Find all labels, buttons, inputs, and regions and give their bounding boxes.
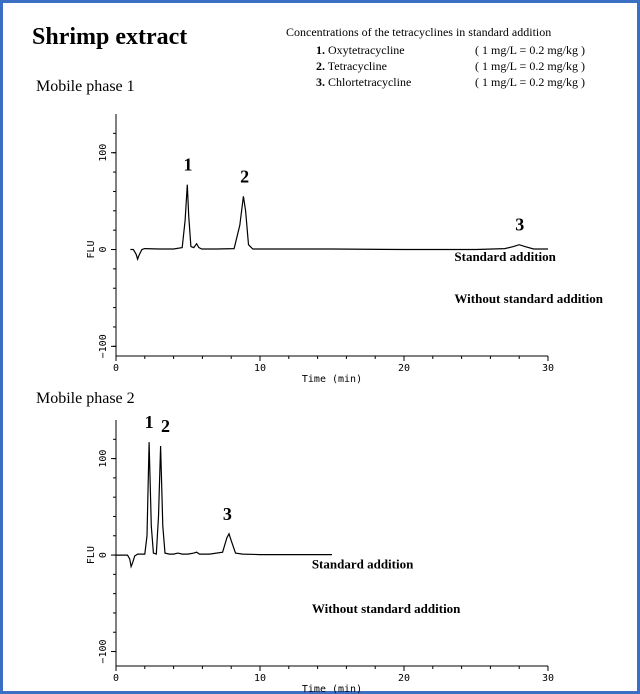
x-tick-label: 10 [254, 673, 266, 684]
x-tick-label: 0 [113, 363, 119, 374]
without-standard-addition-label: Without standard addition [312, 601, 461, 616]
x-axis-label: Time (min) [302, 684, 362, 694]
legend-compound: Oxytetracycline [328, 43, 405, 57]
peak-label-1: 1 [145, 412, 154, 432]
x-axis-label: Time (min) [302, 374, 362, 385]
figure-title: Shrimp extract [32, 24, 188, 50]
y-tick-label: −100 [98, 334, 109, 358]
x-tick-label: 30 [542, 673, 554, 684]
legend-number: 2. [316, 59, 325, 73]
y-tick-label: 100 [98, 144, 109, 162]
peak-label-3: 3 [223, 504, 232, 524]
y-tick-label: −100 [98, 639, 109, 663]
panel-label-mobile-phase-2: Mobile phase 2 [36, 390, 135, 407]
y-tick-label: 0 [98, 552, 109, 558]
standard-addition-label: Standard addition [454, 249, 556, 264]
legend-number: 3. [316, 75, 325, 89]
chromatogram-trace [116, 442, 332, 569]
without-standard-addition-label: Without standard addition [454, 291, 603, 306]
peak-label-1: 1 [184, 155, 193, 175]
standard-addition-label: Standard addition [312, 557, 414, 572]
peak-label-2: 2 [240, 166, 249, 186]
legend-concentration: ( 1 mg/L = 0.2 mg/kg ) [475, 43, 585, 57]
legend-compound: Tetracycline [327, 59, 387, 73]
chromatogram-trace [130, 184, 548, 262]
y-axis-label: FLU [86, 546, 97, 564]
peak-label-3: 3 [515, 215, 524, 235]
y-axis-label: FLU [86, 240, 97, 258]
x-tick-label: 10 [254, 363, 266, 374]
y-tick-label: 100 [98, 450, 109, 468]
legend-concentration: ( 1 mg/L = 0.2 mg/kg ) [475, 75, 585, 89]
panel-label-mobile-phase-1: Mobile phase 1 [36, 78, 135, 95]
legend-compound: Chlortetracycline [328, 75, 412, 89]
legend-heading: Concentrations of the tetracyclines in s… [286, 25, 552, 39]
y-tick-label: 0 [98, 247, 109, 253]
x-tick-label: 20 [398, 363, 410, 374]
x-tick-label: 30 [542, 363, 554, 374]
legend-concentration: ( 1 mg/L = 0.2 mg/kg ) [475, 59, 585, 73]
peak-label-2: 2 [161, 416, 170, 436]
x-tick-label: 20 [398, 673, 410, 684]
x-tick-label: 0 [113, 673, 119, 684]
legend-number: 1. [316, 43, 325, 57]
